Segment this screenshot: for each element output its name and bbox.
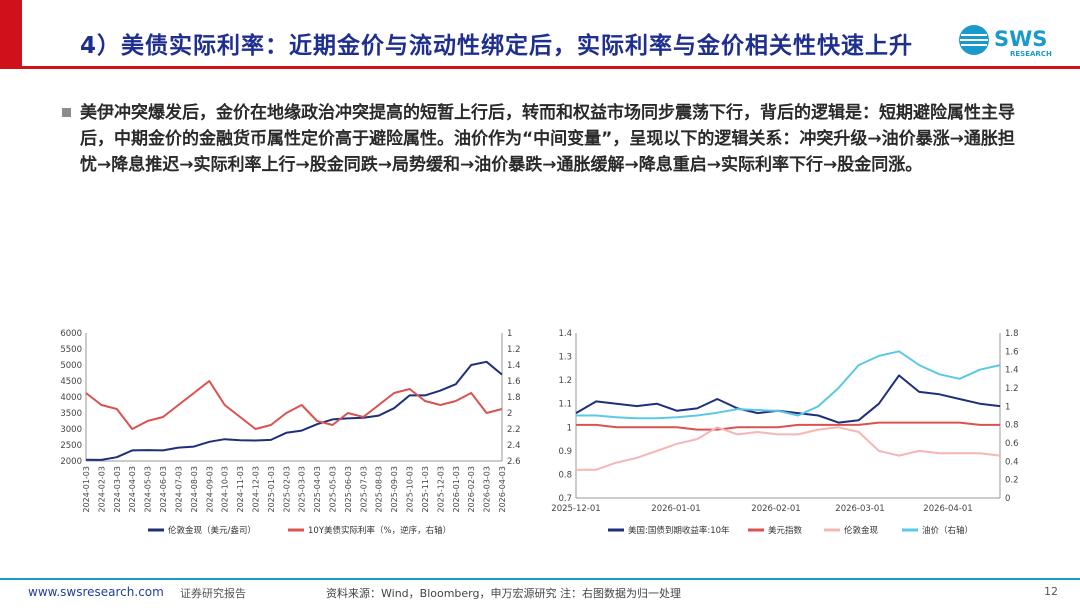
- y-right-tick-label: 1.6: [507, 377, 521, 387]
- y-left-tick-label: 3000: [60, 425, 82, 435]
- y-right-tick-label: 0: [1005, 494, 1010, 504]
- x-tick-label: 2025-06-03: [344, 466, 353, 513]
- footer-divider: [0, 578, 1080, 580]
- y-right-tick-label: 1.8: [1005, 329, 1019, 339]
- legend-label-1: 美元指数: [768, 525, 803, 536]
- x-tick-label: 2024-03-03: [113, 466, 122, 513]
- series-line-1: [576, 421, 1000, 431]
- footer-url[interactable]: www.swsresearch.com: [28, 585, 164, 599]
- logo-subtext: RESEARCH: [1010, 50, 1052, 58]
- header-divider: [0, 66, 1080, 69]
- x-tick-label: 2024-02-03: [97, 466, 106, 513]
- y-left-tick-label: 5500: [60, 345, 82, 355]
- x-tick-label: 2026-03-01: [835, 504, 884, 514]
- x-tick-label: 2024-11-03: [236, 466, 245, 513]
- x-tick-label: 2025-09-03: [390, 466, 399, 513]
- y-right-tick-label: 0.8: [1005, 421, 1019, 431]
- legend-label-0: 美国:国债到期收益率:10年: [628, 525, 730, 536]
- y-right-tick-label: 0.6: [1005, 439, 1019, 449]
- body-paragraph: 美伊冲突爆发后，金价在地缘政治冲突提高的短暂上行后，转而和权益市场同步震荡下行，…: [80, 103, 1015, 175]
- x-tick-label: 2025-04-03: [313, 466, 322, 513]
- logo-text: SWS: [994, 27, 1047, 51]
- x-tick-label: 2025-07-03: [359, 466, 368, 513]
- y-left-tick-label: 1.2: [558, 376, 572, 386]
- x-tick-label: 2026-04-01: [923, 504, 972, 514]
- x-tick-label: 2024-05-03: [144, 466, 153, 513]
- x-tick-label: 2024-10-03: [221, 466, 230, 513]
- series-line-2: [576, 426, 1001, 471]
- y-right-tick-label: 1.4: [1005, 366, 1019, 376]
- y-right-tick-label: 1.4: [507, 361, 521, 371]
- x-tick-label: 2024-04-03: [128, 466, 137, 513]
- y-left-tick-label: 4500: [60, 377, 82, 387]
- page-number: 12: [1044, 585, 1058, 598]
- y-right-tick-label: 1: [1005, 402, 1010, 412]
- y-left-tick-label: 0.7: [558, 494, 572, 504]
- x-tick-label: 2025-02-03: [282, 466, 291, 513]
- legend-label-3: 油价（右轴）: [922, 525, 973, 536]
- x-tick-label: 2025-10-03: [406, 466, 415, 513]
- x-tick-label: 2026-02-01: [751, 504, 800, 514]
- y-left-tick-label: 3500: [60, 409, 82, 419]
- y-right-tick-label: 2.4: [507, 441, 521, 451]
- x-tick-label: 2025-12-01: [551, 504, 600, 514]
- y-left-tick-label: 2000: [60, 457, 82, 467]
- page-title: 4）美债实际利率：近期金价与流动性绑定后，实际利率与金价相关性快速上升: [80, 33, 914, 59]
- x-tick-label: 2026-03-03: [483, 466, 492, 513]
- x-tick-label: 2024-08-03: [190, 466, 199, 513]
- x-tick-label: 2025-03-03: [298, 466, 307, 513]
- y-right-tick-label: 2.6: [507, 457, 521, 467]
- x-tick-label: 2025-05-03: [329, 466, 338, 513]
- y-left-tick-label: 5000: [60, 361, 82, 371]
- chart-gold-vs-real-rate: 2000 2500 3000 3500 4000 4500 5000 5500 6000 1 1.2…: [60, 329, 521, 536]
- x-tick-label: 2024-09-03: [205, 466, 214, 513]
- x-tick-label: 2026-04-03: [498, 466, 507, 513]
- footer-label: 证券研究报告: [180, 587, 246, 600]
- y-left-tick-label: 0.9: [558, 447, 572, 457]
- x-tick-label: 2025-11-03: [421, 466, 430, 513]
- series-line-0: [575, 374, 1001, 424]
- y-left-tick-label: 1.3: [558, 353, 572, 363]
- x-tick-label: 2024-12-03: [251, 466, 260, 513]
- x-tick-label: 2024-07-03: [174, 466, 183, 513]
- y-right-tick-label: 1.6: [1005, 347, 1019, 357]
- y-left-tick-label: 0.8: [558, 470, 572, 480]
- x-tick-label: 2026-02-03: [467, 466, 476, 513]
- y-right-tick-label: 1: [507, 329, 512, 339]
- y-left-tick-label: 1: [567, 423, 572, 433]
- y-left-tick-label: 2500: [60, 441, 82, 451]
- y-right-tick-label: 1.2: [1005, 384, 1019, 394]
- bullet-marker: [62, 108, 71, 117]
- legend-label-1: 10Y美债实际利率（%，逆序，右轴）: [308, 525, 451, 536]
- y-left-tick-label: 1.1: [558, 400, 572, 410]
- legend-label-0: 伦敦金现（美元/盎司）: [168, 525, 256, 536]
- x-tick-label: 2025-08-03: [375, 466, 384, 513]
- series-line-1: [85, 380, 503, 430]
- y-left-tick-label: 4000: [60, 393, 82, 403]
- y-left-tick-label: 6000: [60, 329, 82, 339]
- y-right-tick-label: 0.4: [1005, 457, 1019, 467]
- y-right-tick-label: 2: [507, 409, 512, 419]
- y-right-tick-label: 1.2: [507, 345, 521, 355]
- legend-label-2: 伦敦金现: [844, 525, 879, 536]
- x-tick-label: 2024-06-03: [159, 466, 168, 513]
- y-right-tick-label: 0.2: [1005, 476, 1019, 486]
- x-tick-label: 2026-01-01: [651, 504, 700, 514]
- y-right-tick-label: 1.8: [507, 393, 521, 403]
- y-left-tick-label: 1.4: [558, 329, 572, 339]
- series-line-0: [85, 360, 503, 461]
- chart-normalized-assets: 0.7 0.8 0.9 1 1.1 1.2 1.3 1.4 0 0.2 0.4 0.6 0.8 1 1.2 1…: [551, 329, 1019, 536]
- x-tick-label: 2024-01-03: [82, 466, 91, 513]
- x-tick-label: 2025-12-03: [436, 466, 445, 513]
- sws-logo: SWS RESEARCH: [959, 25, 1052, 58]
- series-line-3: [576, 350, 1001, 420]
- header-accent-bar: [0, 0, 22, 66]
- x-tick-label: 2025-01-03: [267, 466, 276, 513]
- x-tick-label: 2026-01-03: [452, 466, 461, 513]
- footer-source-note: 资料来源：Wind，Bloomberg，申万宏源研究 注：右图数据为归一处理: [326, 587, 681, 600]
- y-right-tick-label: 2.2: [507, 425, 521, 435]
